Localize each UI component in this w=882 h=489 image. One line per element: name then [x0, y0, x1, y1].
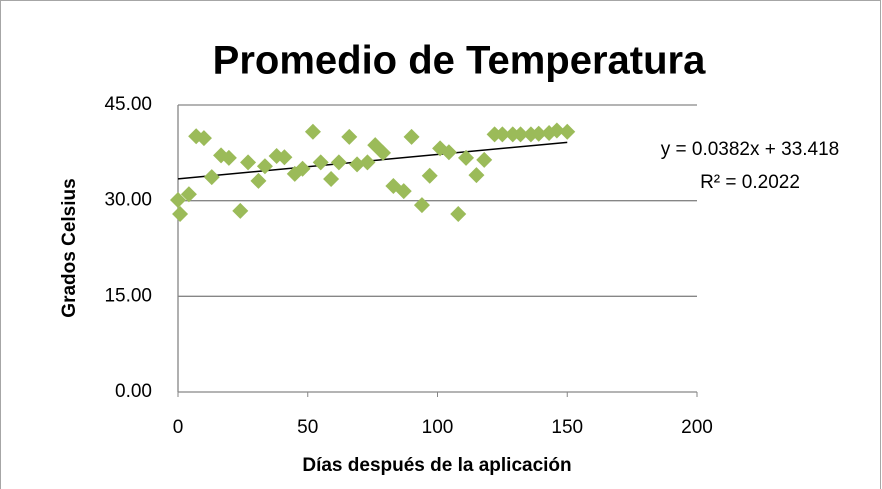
- point: [180, 186, 197, 203]
- x-tick-label: 50: [297, 417, 318, 438]
- point: [195, 130, 212, 147]
- point: [172, 206, 189, 223]
- point: [512, 126, 529, 143]
- point: [440, 144, 457, 161]
- chart-title: Promedio de Temperatura: [213, 39, 706, 83]
- x-tick-label: 100: [422, 417, 454, 438]
- point: [395, 183, 412, 200]
- point: [548, 122, 565, 139]
- point: [494, 126, 511, 143]
- point: [203, 169, 220, 186]
- y-tick-label: 45.00: [104, 94, 152, 115]
- point: [240, 154, 257, 171]
- x-tick-label: 150: [551, 417, 583, 438]
- point: [421, 167, 438, 184]
- point: [256, 158, 273, 175]
- point: [276, 149, 293, 166]
- point: [349, 156, 366, 173]
- point: [323, 170, 340, 187]
- point: [232, 202, 249, 219]
- x-axis-label: Días después de la aplicación: [302, 455, 571, 476]
- point: [312, 154, 329, 171]
- point: [413, 197, 430, 214]
- trendline-r2: R² = 0.2022: [700, 172, 800, 193]
- y-tick-label: 30.00: [104, 190, 152, 211]
- point: [450, 206, 467, 223]
- trendline-equation: y = 0.0382x + 33.418: [661, 139, 840, 160]
- point: [294, 160, 311, 177]
- x-tick-label: 0: [173, 417, 184, 438]
- x-tick-label: 200: [681, 417, 713, 438]
- point: [359, 154, 376, 171]
- point: [403, 128, 420, 145]
- point: [476, 151, 493, 168]
- point: [220, 149, 237, 166]
- y-tick-label: 15.00: [104, 285, 152, 306]
- point: [250, 172, 267, 189]
- point: [458, 149, 475, 166]
- point: [170, 192, 186, 209]
- point: [330, 154, 347, 171]
- point: [468, 167, 485, 184]
- y-tick-label: 0.00: [115, 381, 152, 402]
- point: [559, 123, 576, 140]
- point: [304, 123, 321, 140]
- point: [375, 144, 392, 161]
- point: [530, 125, 547, 142]
- point: [341, 128, 358, 145]
- y-axis-label: Grados Celsius: [59, 178, 80, 317]
